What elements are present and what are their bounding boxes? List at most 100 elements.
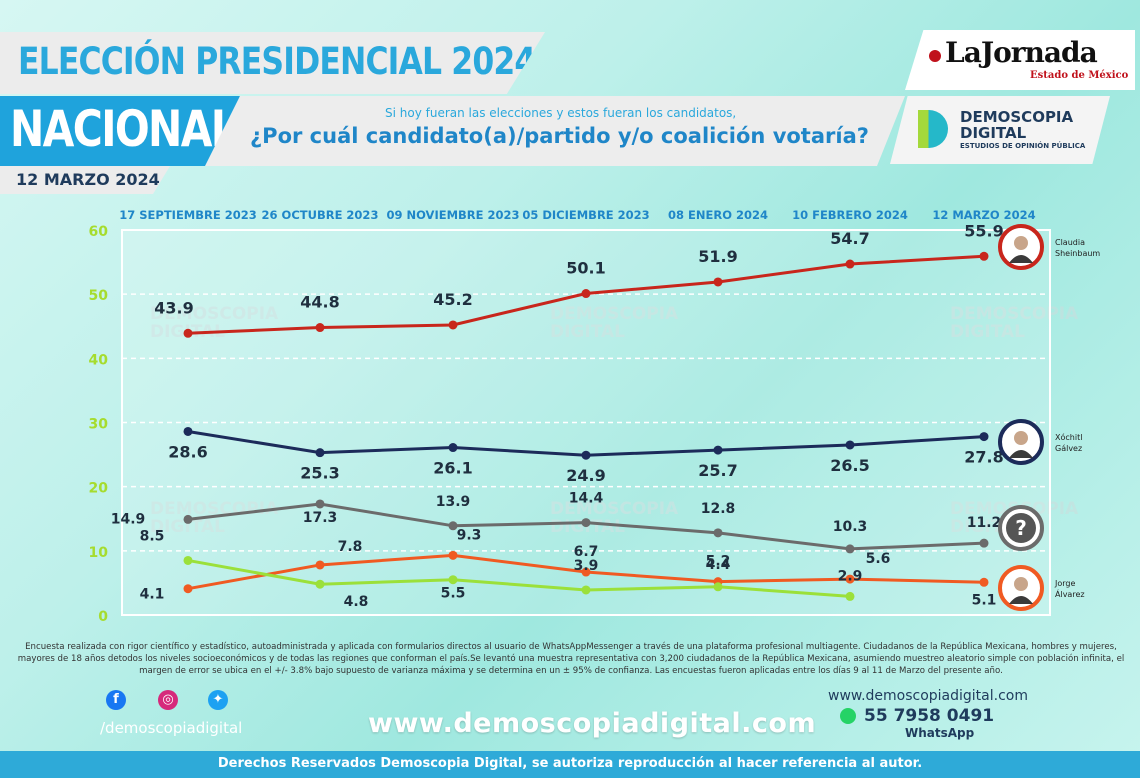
data-point xyxy=(581,450,591,460)
line-chart: 0 10 20 30 40 50 60 17 SEPTIEMBRE 2023 26 OCTUBR… xyxy=(89,208,1101,625)
data-label: 51.9 xyxy=(698,247,737,266)
data-point xyxy=(315,579,325,589)
candidate-name: Gálvez xyxy=(1055,444,1082,453)
data-label: 7.8 xyxy=(338,539,363,555)
data-point xyxy=(315,560,325,570)
whatsapp-label: WhatsApp xyxy=(905,726,975,740)
facebook-icon[interactable]: f xyxy=(106,690,126,710)
question-icon xyxy=(1006,513,1036,543)
data-point xyxy=(979,432,989,442)
survey-date: 12 MARZO 2024 xyxy=(16,170,160,189)
scope-banner: NACIONAL xyxy=(0,96,240,166)
instagram-icon[interactable]: ◎ xyxy=(158,690,178,710)
data-label: 24.9 xyxy=(566,466,605,485)
data-point xyxy=(183,555,193,565)
x-tick-label: 09 NOVIEMBRE 2023 xyxy=(386,208,519,222)
scope-label: NACIONAL xyxy=(10,100,237,158)
x-tick-label: 26 OCTUBRE 2023 xyxy=(262,208,379,222)
data-point xyxy=(845,574,855,584)
rights-bar: Derechos Reservados Demoscopia Digital, … xyxy=(0,751,1140,778)
website-link-small[interactable]: www.demoscopiadigital.com xyxy=(828,688,1028,704)
data-label: 26.1 xyxy=(433,459,472,478)
candidate-name: Sheinbaum xyxy=(1055,249,1100,258)
publisher-sub: Estado de México xyxy=(1030,70,1129,81)
methodology-note: Encuesta realizada con rigor científico … xyxy=(17,642,1125,676)
data-point xyxy=(581,518,591,528)
title-banner: ELECCIÓN PRESIDENCIAL 2024 xyxy=(0,32,545,94)
avatar-face-icon xyxy=(1014,577,1028,591)
data-point xyxy=(448,521,458,531)
publisher-logo-icon xyxy=(929,50,941,62)
brand-line3: ESTUDIOS DE OPINIÓN PÚBLICA xyxy=(960,142,1086,150)
data-point xyxy=(581,585,591,595)
data-label: 14.4 xyxy=(569,491,604,507)
twitter-icon[interactable]: ✦ xyxy=(208,690,228,710)
social-handle: /demoscopiadigital xyxy=(100,719,243,737)
data-point xyxy=(183,328,193,338)
data-label: 27.8 xyxy=(964,448,1003,467)
date-banner: 12 MARZO 2024 xyxy=(0,166,170,194)
data-point xyxy=(448,320,458,330)
data-label: 11.2 xyxy=(967,515,1002,531)
brand-line1: DEMOSCOPIA xyxy=(960,108,1074,126)
data-label: 43.9 xyxy=(154,298,193,317)
whatsapp-icon xyxy=(840,708,856,724)
data-label: 3.9 xyxy=(574,558,599,574)
data-point xyxy=(183,584,193,594)
data-point xyxy=(581,567,591,577)
rights-text: Derechos Reservados Demoscopia Digital, … xyxy=(217,756,923,771)
data-point xyxy=(315,448,325,458)
x-tick-label: 10 FEBRERO 2024 xyxy=(792,208,908,222)
avatar-body-icon xyxy=(1009,450,1033,458)
website-link[interactable]: www.demoscopiadigital.com xyxy=(368,708,817,739)
x-tick-label: 12 MARZO 2024 xyxy=(932,208,1035,222)
data-label: 4.4 xyxy=(706,557,731,573)
data-label: 13.9 xyxy=(436,494,471,510)
data-label: 25.3 xyxy=(300,464,339,483)
data-point xyxy=(845,544,855,554)
data-label: 45.2 xyxy=(433,290,472,309)
data-point xyxy=(713,582,723,592)
candidate-name: Álvarez xyxy=(1055,588,1085,599)
data-point xyxy=(845,259,855,269)
y-tick-label: 0 xyxy=(98,609,108,625)
question-intro: Si hoy fueran las elecciones y estos fue… xyxy=(385,106,737,120)
brand-line2: DIGITAL xyxy=(960,124,1027,142)
avatar-face-icon xyxy=(1014,431,1028,445)
data-point xyxy=(979,577,989,587)
page-title: ELECCIÓN PRESIDENCIAL 2024 xyxy=(18,40,536,83)
data-point xyxy=(979,538,989,548)
publisher-name: LaJornada xyxy=(945,36,1098,69)
data-point xyxy=(183,514,193,524)
avatar-body-icon xyxy=(1009,255,1033,263)
data-point xyxy=(713,528,723,538)
data-label: 5.6 xyxy=(866,551,891,567)
data-label: 14.9 xyxy=(111,511,146,527)
data-label: 9.3 xyxy=(457,527,482,543)
data-label: 5.5 xyxy=(441,586,466,602)
data-point xyxy=(979,251,989,261)
data-label: 2.9 xyxy=(838,568,863,584)
data-point xyxy=(581,289,591,299)
data-point xyxy=(713,277,723,287)
data-point xyxy=(315,499,325,509)
brand-logo: DEMOSCOPIA DIGITAL ESTUDIOS DE OPINIÓN P… xyxy=(890,96,1110,164)
data-label: 25.7 xyxy=(698,461,737,480)
question-mark: ? xyxy=(1015,516,1027,540)
avatar-body-icon xyxy=(1009,596,1033,604)
publisher-logo: LaJornada Estado de México xyxy=(905,30,1135,90)
data-label: 8.5 xyxy=(140,528,165,544)
data-point xyxy=(183,426,193,436)
data-label: 4.1 xyxy=(140,587,165,603)
candidate-name: Xóchitl xyxy=(1055,432,1082,442)
phone-number[interactable]: 55 7958 0491 xyxy=(864,706,995,726)
data-label: 17.3 xyxy=(303,510,338,526)
data-point xyxy=(448,443,458,453)
data-label: 10.3 xyxy=(833,519,868,535)
candidate-name: Jorge xyxy=(1054,579,1075,588)
data-label: 50.1 xyxy=(566,259,605,278)
avatar-face-icon xyxy=(1014,236,1028,250)
data-label: 6.7 xyxy=(574,544,599,560)
